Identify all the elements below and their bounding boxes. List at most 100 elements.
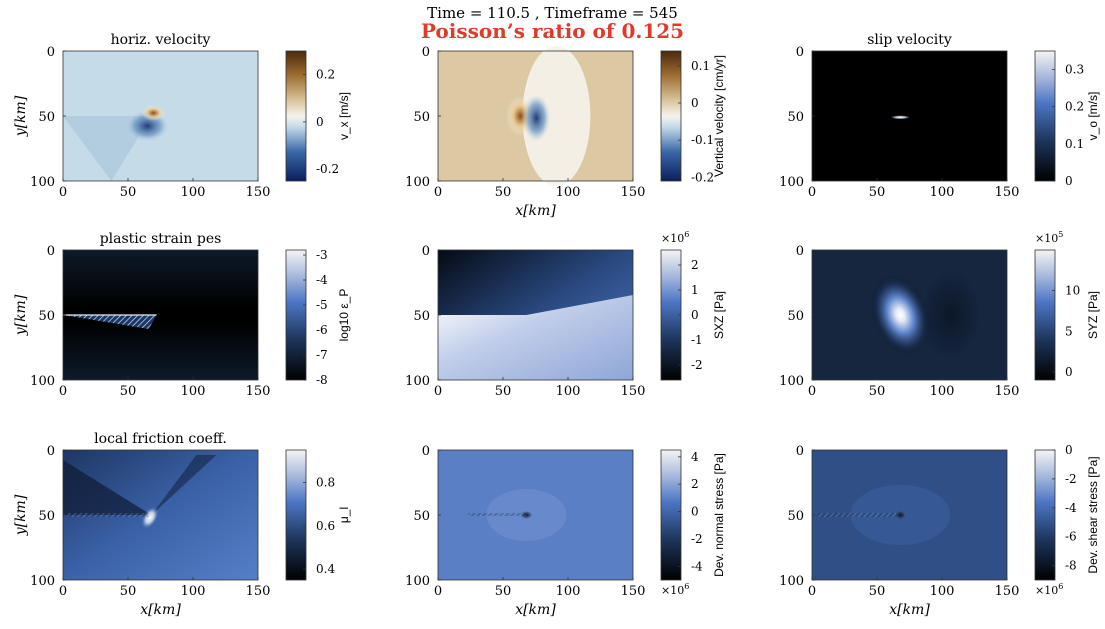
x-axis-label: x[km]: [889, 602, 930, 618]
x-tick-label: 50: [869, 185, 886, 200]
heatmap-high: [870, 274, 931, 356]
x-axis-label: x[km]: [515, 602, 556, 618]
colorbar: [1034, 449, 1056, 581]
colorbar-tick-label: -3: [316, 248, 328, 262]
x-tick-label: 50: [869, 384, 886, 399]
colorbar-label: v_o [m/s]: [1086, 92, 1100, 141]
colorbar-tick-label: 0.4: [316, 562, 335, 576]
x-tick-label: 150: [995, 185, 1020, 200]
y-tick-label: 100: [405, 574, 430, 589]
colorbar-label: SXZ [Pa]: [712, 291, 726, 339]
colorbar-tick-label: 0.1: [1065, 137, 1084, 151]
colorbar-tick-label: 0: [691, 96, 699, 110]
x-tick-label: 0: [434, 185, 442, 200]
colorbar-tick-label: 0.1: [691, 59, 710, 73]
x-tick-label: 100: [556, 584, 581, 599]
colorbar-tick-label: 0.2: [316, 68, 335, 82]
x-tick-label: 150: [246, 384, 271, 399]
x-tick-label: 100: [181, 185, 206, 200]
colorbar-tick-label: 2: [691, 258, 699, 272]
colorbar-tick-label: -8: [1065, 559, 1077, 573]
x-tick-label: 100: [930, 584, 955, 599]
panel-title: local friction coeff.: [94, 431, 227, 447]
x-tick-label: 150: [246, 584, 271, 599]
x-tick-label: 150: [995, 384, 1020, 399]
y-tick-label: 100: [30, 374, 55, 389]
x-tick-label: 50: [495, 384, 512, 399]
colorbar-tick-label: -8: [316, 373, 328, 387]
heatmap-high: [438, 295, 633, 380]
heatmap-low: [63, 460, 152, 515]
x-axis-label: x[km]: [140, 602, 181, 618]
y-tick-label: 50: [38, 110, 55, 125]
y-axis-label: y[km]: [13, 494, 29, 536]
x-tick-label: 150: [995, 584, 1020, 599]
heatmap-fault-band: [468, 513, 527, 516]
x-tick-label: 0: [808, 584, 816, 599]
y-tick-label: 100: [405, 374, 430, 389]
y-tick-label: 50: [413, 309, 430, 324]
colorbar: [285, 50, 307, 182]
colorbar-exponent: ×106: [661, 582, 689, 597]
colorbar-tick-label: -2: [1065, 472, 1077, 486]
colorbar-label: log10 ε_P: [337, 289, 351, 342]
x-tick-label: 0: [808, 185, 816, 200]
y-tick-label: 0: [47, 45, 55, 60]
x-tick-label: 50: [120, 384, 137, 399]
y-tick-label: 0: [422, 45, 430, 60]
x-tick-label: 150: [246, 185, 271, 200]
y-tick-label: 0: [47, 244, 55, 259]
colorbar-label: Dev. shear stress [Pa]: [1086, 456, 1100, 573]
panel-sxz: 0 50 100 150 0 50 100 2 1 0 -1 -2 SXZ [Pa] ×106: [405, 230, 726, 399]
colorbar-tick-label: 0: [691, 505, 699, 519]
colorbar-tick-label: 0: [1065, 443, 1073, 457]
panel-friction: 0 50 100 150 0 50 100 local friction coeff. y[km…: [13, 431, 351, 618]
x-tick-label: 100: [930, 384, 955, 399]
colorbar: [1034, 249, 1056, 381]
panel-slip-velocity: 0 50 100 150 0 50 100 slip velocity 0.3 0.2 0.1 0 v_…: [779, 32, 1100, 200]
heatmap-background: [812, 51, 1007, 181]
colorbar: [660, 449, 682, 581]
colorbar-tick-label: -6: [1065, 530, 1077, 544]
x-tick-label: 50: [495, 185, 512, 200]
x-tick-label: 0: [434, 384, 442, 399]
y-tick-label: 0: [796, 244, 804, 259]
x-tick-label: 150: [621, 584, 646, 599]
colorbar: [660, 50, 682, 182]
y-tick-label: 50: [38, 309, 55, 324]
y-tick-label: 0: [47, 444, 55, 459]
x-tick-label: 50: [120, 185, 137, 200]
panel-plastic-strain: 0 50 100 150 0 50 100 plastic strain pes y[km] -3…: [13, 231, 351, 399]
colorbar-exponent: ×106: [1035, 582, 1063, 597]
colorbar-tick-label: 0: [316, 115, 324, 129]
x-tick-label: 50: [495, 584, 512, 599]
colorbar-tick-label: 0.2: [1065, 100, 1084, 114]
heatmap-strain-wedge: [63, 315, 157, 329]
y-tick-label: 50: [787, 309, 804, 324]
y-tick-label: 100: [779, 374, 804, 389]
panel-vertical-velocity: 0 50 100 150050100x[km]0.10-0.1-0.2Vertical…: [405, 45, 726, 219]
colorbar-tick-label: 0: [1065, 365, 1073, 379]
x-tick-label: 150: [621, 185, 646, 200]
y-tick-label: 50: [787, 110, 804, 125]
x-tick-label: 100: [930, 185, 955, 200]
heatmap-low: [920, 270, 981, 360]
heatmap-fault-band: [817, 513, 898, 517]
x-tick-label: 150: [621, 384, 646, 399]
panel-title: plastic strain pes: [100, 231, 222, 247]
colorbar-label: Dev. normal stress [Pa]: [712, 453, 726, 577]
y-tick-label: 50: [38, 509, 55, 524]
y-axis-label: y[km]: [13, 95, 29, 137]
colorbar: [285, 249, 307, 381]
colorbar-tick-label: 0.8: [316, 476, 335, 490]
y-tick-label: 0: [422, 444, 430, 459]
y-tick-label: 100: [779, 574, 804, 589]
colorbar-tick-label: -6: [316, 323, 328, 337]
colorbar: [1034, 50, 1056, 182]
x-tick-label: 0: [59, 384, 67, 399]
colorbar-tick-label: 0.3: [1065, 63, 1084, 77]
